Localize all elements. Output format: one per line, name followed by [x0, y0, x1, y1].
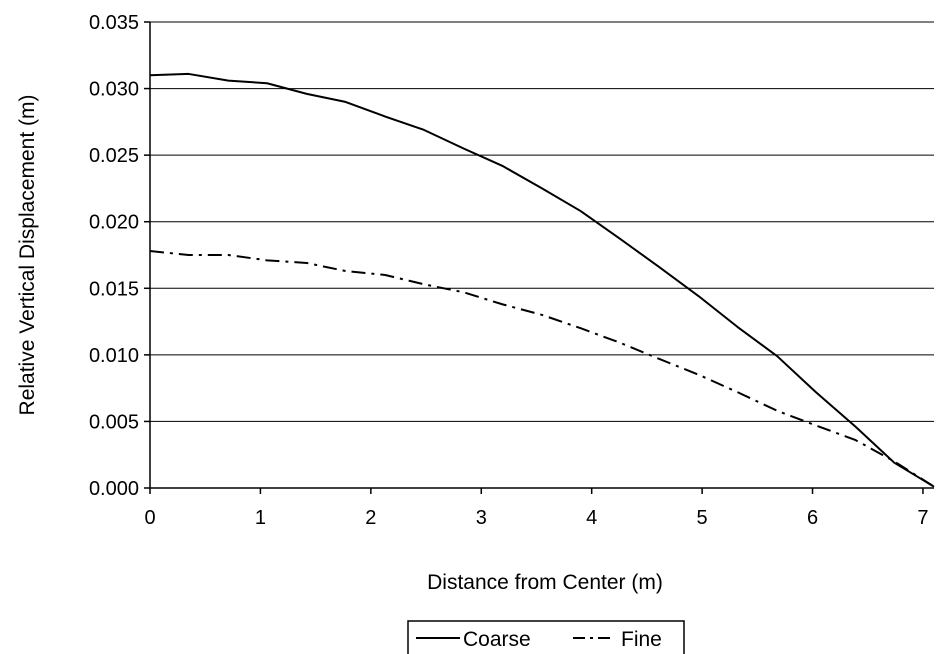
x-tick-label: 6: [807, 507, 818, 529]
x-tick-labels: 0 1 2 3 4 5 6 7: [144, 507, 928, 529]
y-tick-label: 0.015: [89, 278, 139, 300]
y-tick-labels: 0.000 0.005 0.010 0.015 0.020 0.025 0.030 0.035: [89, 12, 139, 500]
x-tick-label: 1: [255, 507, 266, 529]
y-tick-label: 0.020: [89, 212, 139, 234]
x-tick-label: 2: [365, 507, 376, 529]
y-tick-label: 0.030: [89, 79, 139, 101]
y-tick-label: 0.000: [89, 478, 139, 500]
x-tick-label: 3: [476, 507, 487, 529]
series-line-fine: [149, 250, 935, 488]
y-tick-label: 0.025: [89, 145, 139, 167]
x-tick-label: 5: [697, 507, 708, 529]
legend-label-coarse: Coarse: [463, 628, 531, 651]
gridlines: [150, 21, 934, 422]
x-tick-label: 4: [586, 507, 597, 529]
y-tick-label: 0.035: [89, 12, 139, 34]
series-lines: [149, 72, 935, 488]
x-tick-label: 7: [917, 507, 928, 529]
legend: Coarse Fine: [407, 620, 685, 654]
x-axis-title: Distance from Center (m): [427, 571, 663, 594]
y-tick-label: 0.005: [89, 411, 139, 433]
legend-label-fine: Fine: [621, 628, 662, 651]
y-tick-label: 0.010: [89, 345, 139, 367]
y-axis-title: Relative Vertical Displacement (m): [16, 95, 39, 416]
x-tick-label: 0: [144, 507, 155, 529]
series-line-coarse: [149, 72, 935, 488]
axes: [144, 21, 934, 494]
